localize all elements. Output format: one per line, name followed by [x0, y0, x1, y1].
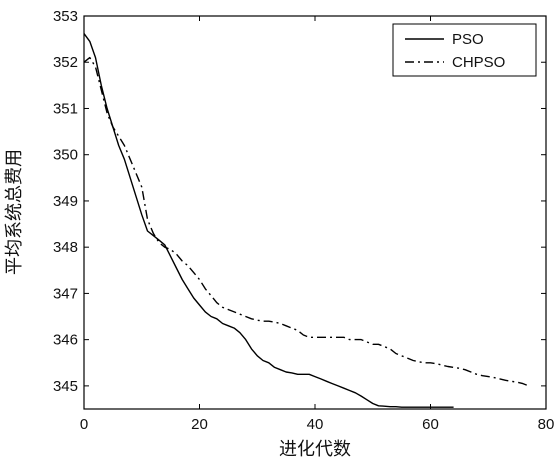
- x-tick-label: 40: [307, 416, 324, 433]
- series-line-chpso: [83, 56, 529, 387]
- y-tick-label: 345: [53, 378, 78, 395]
- y-tick-label: 353: [53, 8, 78, 25]
- y-tick-label: 346: [53, 332, 78, 349]
- x-tick-label: 80: [538, 416, 555, 433]
- y-tick-label: 351: [53, 100, 78, 117]
- y-tick-label: 348: [53, 239, 78, 256]
- legend: PSO CHPSO: [392, 23, 537, 77]
- x-axis-label: 进化代数: [279, 439, 351, 460]
- x-tick-label: 60: [422, 416, 439, 433]
- series-lines: [83, 33, 529, 408]
- y-axis-label: 平均系统总费用: [4, 149, 25, 275]
- y-axis-ticks: 345 346 347 348 349 350 351 352 353: [53, 8, 546, 395]
- legend-label-pso: PSO: [452, 31, 484, 48]
- y-tick-label: 350: [53, 147, 78, 164]
- x-tick-label: 20: [191, 416, 208, 433]
- y-tick-label: 352: [53, 54, 78, 71]
- legend-box: [392, 23, 537, 77]
- x-tick-label: 0: [80, 416, 88, 433]
- legend-label-chpso: CHPSO: [452, 54, 505, 71]
- y-tick-label: 349: [53, 193, 78, 210]
- x-axis-ticks: 0 20 40 60 80: [80, 16, 555, 433]
- series-line-pso: [83, 33, 454, 408]
- y-tick-label: 347: [53, 285, 78, 302]
